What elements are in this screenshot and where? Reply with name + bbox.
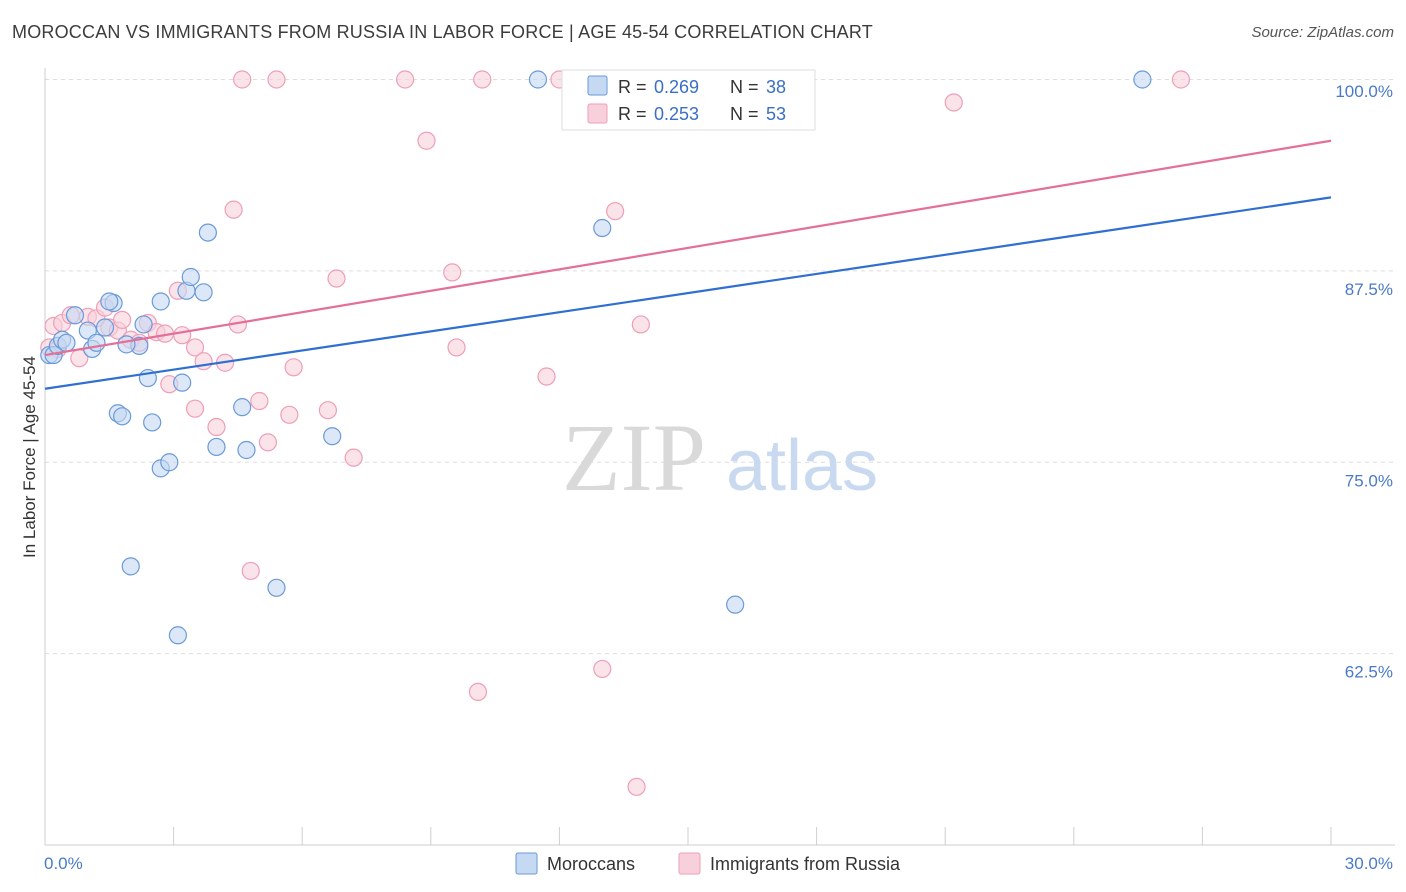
point-russia [250,391,269,411]
point-moroccans [113,407,132,426]
y-axis-label: In Labor Force | Age 45-54 [20,356,39,558]
legend-n-value-1: 38 [766,77,786,97]
point-moroccans [151,292,170,311]
watermark-atlas: atlas [726,426,878,506]
point-russia [606,202,625,221]
axes-layer [44,68,1395,846]
points-layer [40,70,1191,796]
point-moroccans [528,70,548,89]
point-moroccans [168,626,187,645]
point-moroccans [198,223,217,242]
point-russia [417,131,436,150]
point-moroccans [233,398,252,417]
legend-r-value-2: 0.253 [654,104,699,124]
point-moroccans [143,413,162,432]
y-tick-label: 87.5% [1345,280,1393,299]
point-moroccans [181,267,200,287]
point-moroccans [57,333,76,352]
stats-legend: R = 0.269 N = 38 R = 0.253 N = 53 [561,69,816,131]
point-russia [318,401,338,420]
legend-n-label-2: N = [730,104,759,124]
point-moroccans [65,306,85,325]
point-moroccans [100,292,119,311]
point-russia [344,448,363,467]
trend-line-moroccans [44,196,1332,390]
point-russia [185,399,205,418]
x-tick-label-max: 30.0% [1345,854,1393,873]
bottom-legend-swatch-russia [678,852,701,875]
y-tick-label: 75.0% [1345,471,1393,490]
tick-labels-layer: 62.5% 75.0% 87.5% 100.0% 0.0% 30.0% [44,82,1393,873]
point-moroccans [160,453,179,472]
bottom-legend-swatch-moroccans [515,852,538,875]
point-moroccans [267,578,286,597]
point-russia [447,338,466,357]
legend-swatch-russia [587,103,608,124]
x-tick-label-min: 0.0% [44,854,83,873]
point-russia [537,367,556,386]
legend-r-value-1: 0.269 [654,77,699,97]
trend-line-russia [44,139,1332,357]
point-russia [185,338,205,357]
legend-n-label-1: N = [730,77,759,97]
point-moroccans [87,333,106,352]
point-russia [284,358,303,377]
point-russia [280,405,299,424]
point-russia [395,70,415,89]
watermark-zip: ZIP [562,404,706,511]
chart-title: MOROCCAN VS IMMIGRANTS FROM RUSSIA IN LA… [12,22,873,42]
legend-r-label-1: R = [618,77,647,97]
point-moroccans [194,283,213,302]
legend-r-label-2: R = [618,104,647,124]
series-legend: Moroccans Immigrants from Russia [515,852,901,875]
point-russia [224,200,243,219]
bottom-legend-russia: Immigrants from Russia [710,854,901,874]
legend-n-value-2: 53 [766,104,786,124]
point-russia [173,326,192,345]
point-moroccans [95,318,115,337]
point-moroccans [117,335,136,354]
y-tick-label: 62.5% [1345,663,1393,682]
point-russia [593,659,612,679]
point-moroccans [726,595,745,614]
legend-swatch-moroccans [587,75,608,96]
y-tick-label: 100.0% [1335,82,1393,101]
point-moroccans [1133,70,1152,89]
point-moroccans [207,437,226,457]
point-moroccans [134,315,153,334]
point-russia [473,70,492,89]
point-russia [241,561,260,581]
point-russia [443,263,462,282]
point-russia [267,70,286,89]
point-russia [327,269,346,288]
point-russia [113,310,132,329]
trend-layer [44,139,1332,390]
point-russia [627,777,646,796]
bottom-legend-moroccans: Moroccans [547,854,635,874]
point-russia [258,433,278,452]
point-russia [468,682,488,702]
point-russia [1171,70,1191,89]
point-russia [207,417,226,437]
point-russia [631,315,650,334]
point-russia [233,70,252,89]
point-moroccans [173,373,192,392]
point-moroccans [237,440,256,460]
source-label: Source: ZipAtlas.com [1251,24,1394,41]
point-moroccans [593,218,612,238]
point-moroccans [323,427,342,446]
point-russia [944,93,963,112]
point-moroccans [121,557,140,576]
